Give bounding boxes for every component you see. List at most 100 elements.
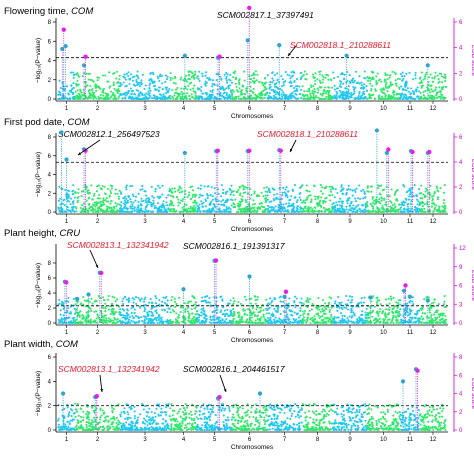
chr-2-point (93, 193, 95, 195)
chr-4-point (171, 210, 173, 212)
chromosome-label-1: 1 (65, 106, 69, 112)
chr-4-point (194, 71, 196, 73)
chr-10-point (377, 313, 379, 315)
chr-8-point (323, 207, 325, 209)
chr-3-point (143, 322, 145, 324)
chr-5-point (209, 321, 211, 323)
chr-12-point (441, 81, 443, 83)
chr-3-point (159, 209, 161, 211)
chr-5-point (220, 200, 222, 202)
chr-6-point (265, 208, 267, 210)
chr-3-point (162, 93, 164, 95)
chr-3-point (138, 193, 140, 195)
chr-5-point (222, 192, 224, 194)
chr-10-point (394, 194, 396, 196)
chr-7-point (282, 192, 284, 194)
chr-10-point (384, 93, 386, 95)
chr-8-point (322, 76, 324, 78)
chr-2-point (74, 320, 76, 322)
chr-8-point (329, 311, 331, 313)
chr-5-point (201, 203, 203, 205)
chr-3-point (126, 73, 128, 75)
chr-8-point (304, 199, 306, 201)
chr-8-point (324, 98, 326, 100)
chr-3-point (145, 208, 147, 210)
chr-4-point (181, 91, 183, 93)
chr-3-point (125, 186, 127, 188)
chr-2-point (113, 88, 115, 90)
chr-12-point (434, 76, 436, 78)
chr-6-point (251, 74, 253, 76)
chr-7-point (271, 78, 273, 80)
chr-6-point (240, 198, 242, 200)
chr-11-point (418, 90, 420, 92)
chr-5-point (229, 188, 231, 190)
chr-10-point (395, 322, 397, 324)
chr-6-point (265, 197, 267, 199)
chr-3-point (133, 298, 135, 300)
chr-3-point (131, 312, 133, 314)
chr-12-point (422, 97, 424, 99)
chr-3-point (125, 188, 127, 190)
chr-8-point (319, 200, 321, 202)
chr-10-point (385, 98, 387, 100)
chr-10-point (398, 321, 400, 323)
chr-12-point (428, 89, 430, 91)
chr-3-point (135, 79, 137, 81)
chromosome-label-9: 9 (348, 106, 352, 112)
chr-5-point (220, 78, 222, 80)
chr-9-point (344, 74, 346, 76)
chr-10-point (377, 321, 379, 323)
chr-2-point (109, 97, 111, 99)
chr-2-point (112, 319, 114, 321)
chr-1-point (57, 206, 59, 208)
chr-6-point (253, 77, 255, 79)
chr-7-point (299, 196, 301, 198)
chr-10-point (375, 297, 377, 299)
chr-9-point (347, 88, 349, 90)
chr-3-point (135, 303, 137, 305)
chr-6-point (244, 296, 246, 298)
chr-10-point (392, 316, 394, 318)
chr-9-point (359, 318, 361, 320)
chr-8-point (320, 184, 322, 186)
chr-11-point (402, 98, 404, 100)
chr-7-point (292, 71, 294, 73)
chr-3-point (132, 98, 134, 100)
chr-8-point (317, 322, 319, 324)
chr-5-point (231, 204, 233, 206)
chr-12-point (434, 207, 436, 209)
chr-1-point (72, 92, 74, 94)
chr-2-point (97, 185, 99, 187)
chr-3-point (158, 319, 160, 321)
chr-1-point (74, 196, 76, 198)
chr-6-point (242, 321, 244, 323)
chr-3-point (123, 309, 125, 311)
chr-8-point (313, 98, 315, 100)
chr-8-point (319, 73, 321, 75)
chr-12-point (438, 303, 440, 305)
chr-4-point (172, 96, 174, 98)
chr-3-point (161, 82, 163, 84)
chr-6-point (237, 91, 239, 93)
chr-3-point (135, 196, 137, 198)
chr-2-point (119, 190, 121, 192)
chr-8-point (313, 211, 315, 213)
chr-9-point (332, 97, 334, 99)
chr-2-point (109, 305, 111, 307)
chr-10-point (382, 189, 384, 191)
chr-6-point (265, 299, 267, 301)
chr-6-point (255, 96, 257, 98)
chr-2-point (107, 200, 109, 202)
chr-2-point (96, 190, 98, 192)
chr-3-point (136, 81, 138, 83)
chr-2-point (89, 301, 91, 303)
chr-6-point (257, 194, 259, 196)
chr-12-point (437, 74, 439, 76)
chr-4-point (187, 320, 189, 322)
chr-5-point (205, 315, 207, 317)
chr-8-point (311, 308, 313, 310)
chr-5-point (225, 318, 227, 320)
chr-3-point (137, 83, 139, 85)
